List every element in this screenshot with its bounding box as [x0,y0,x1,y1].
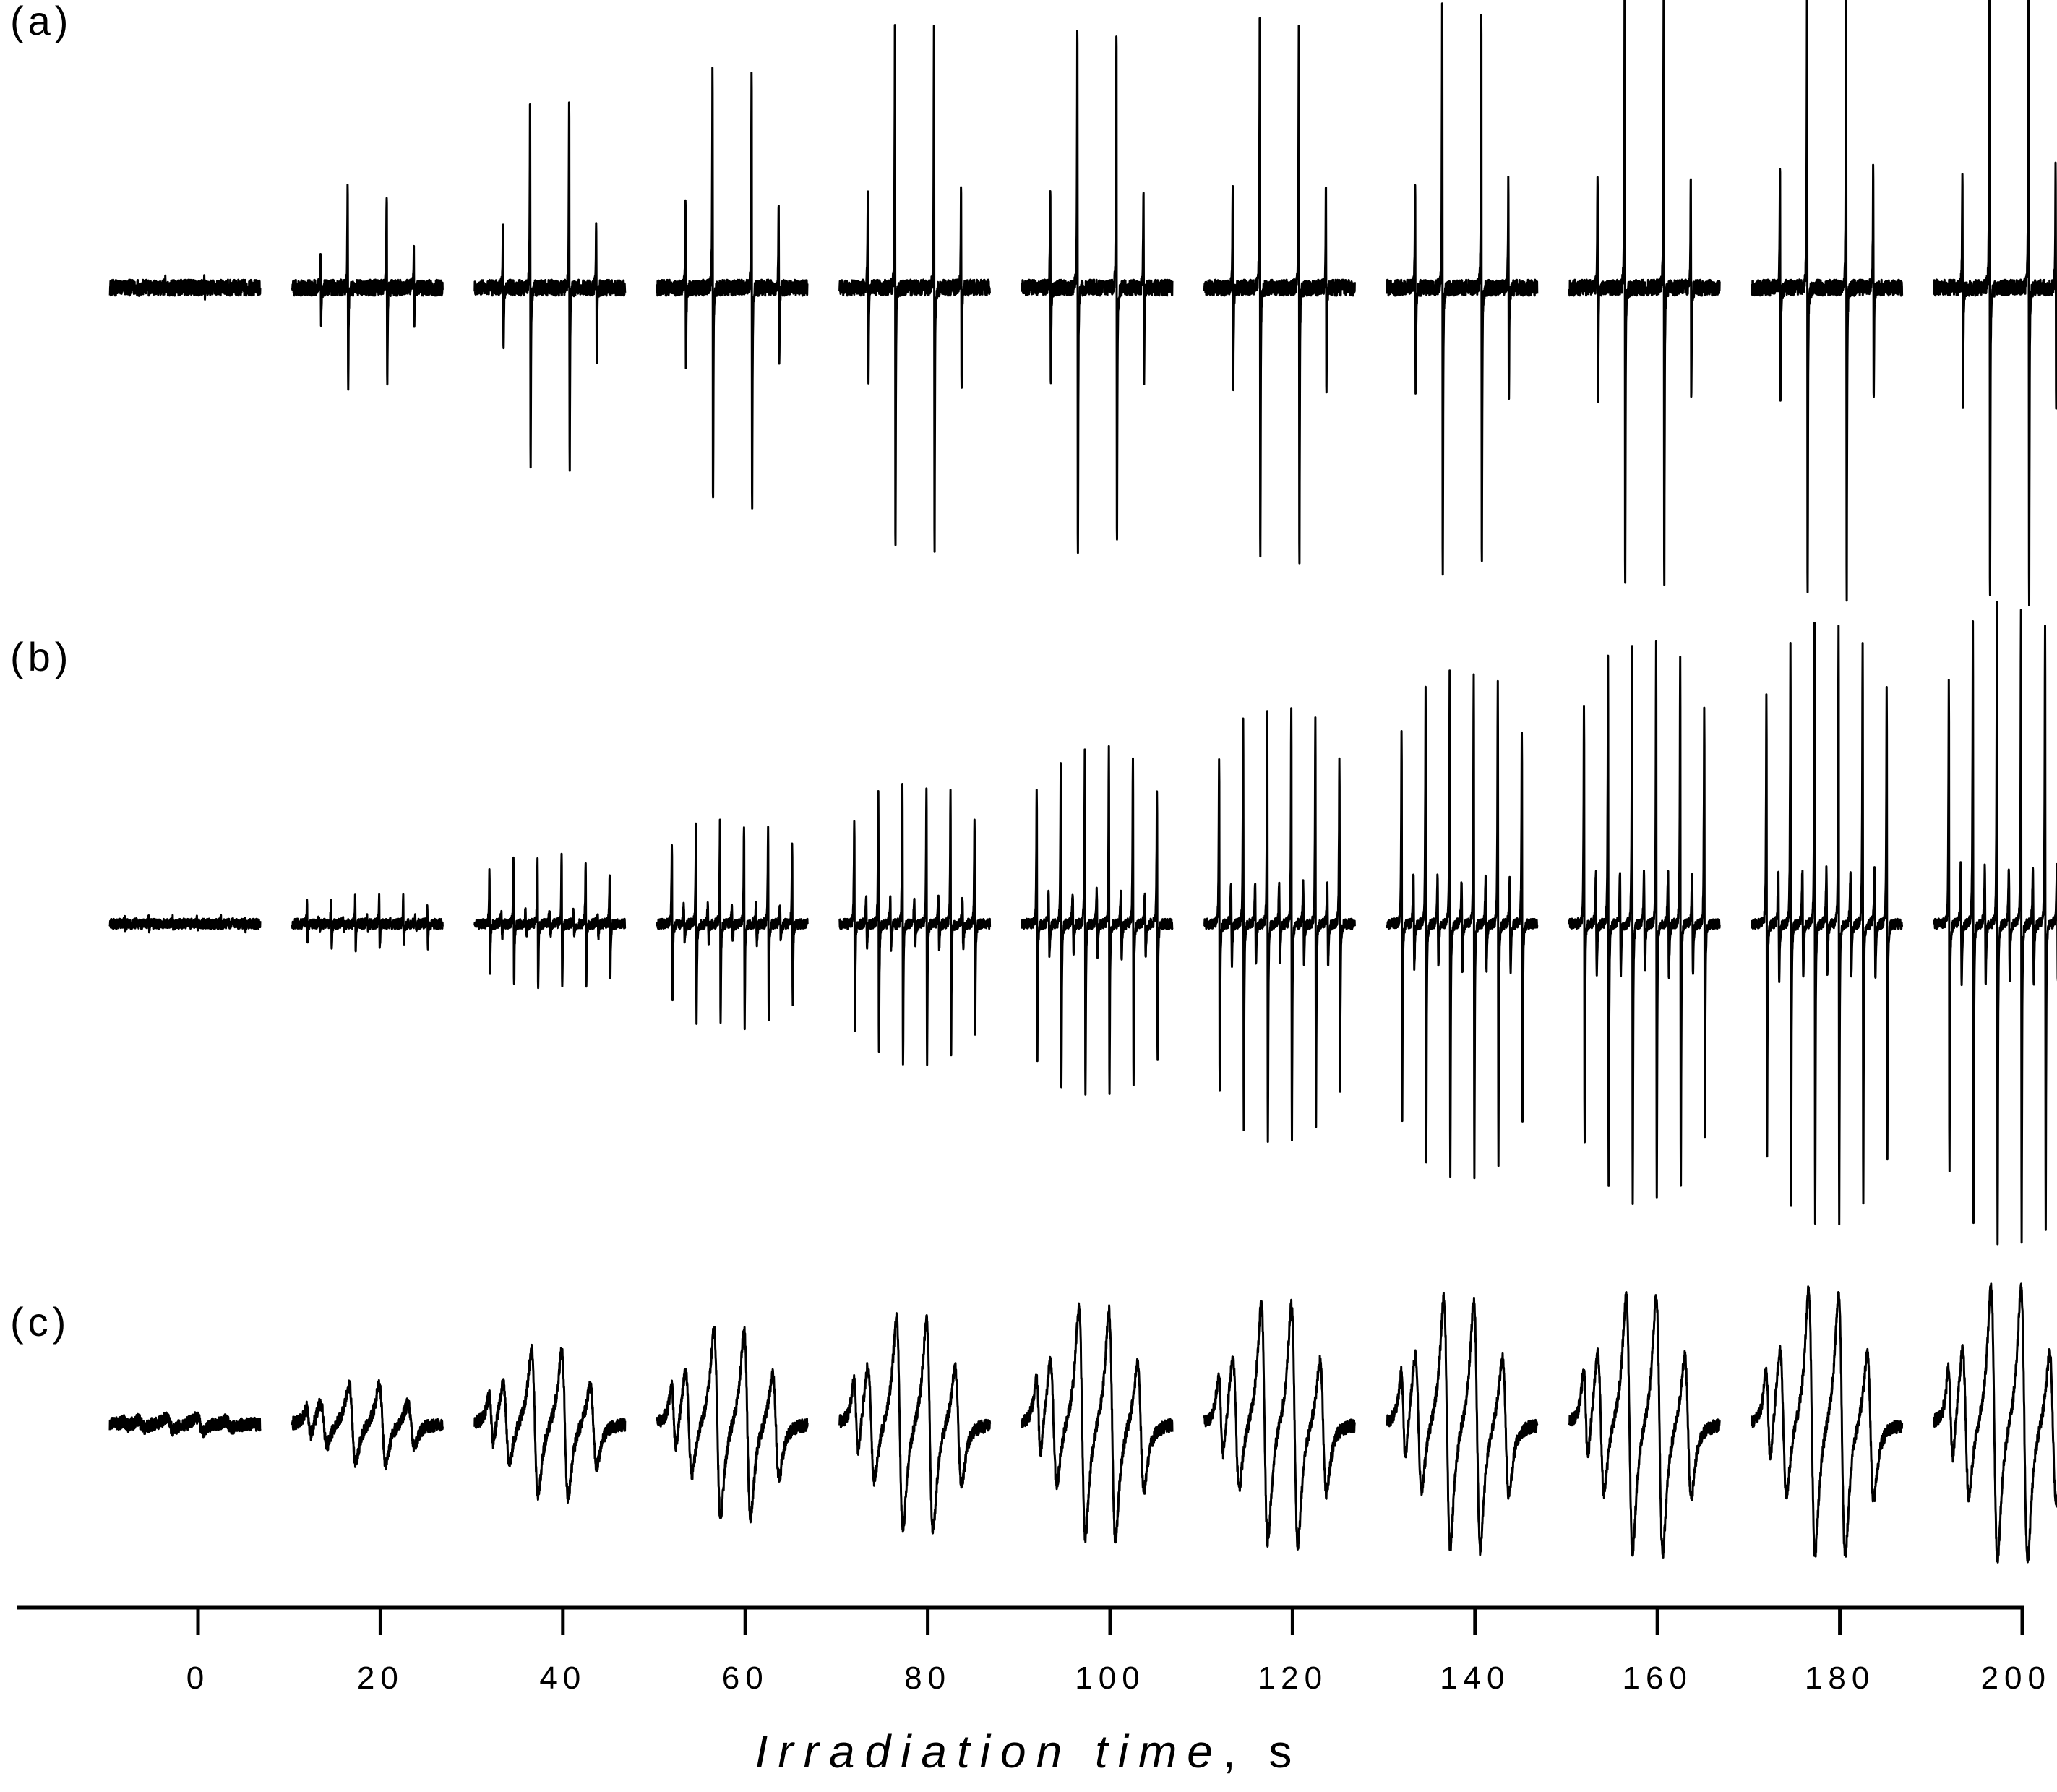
spectrum-b-t100 [1021,745,1174,1096]
panel-a [108,0,2057,606]
spectrum-b-t120 [1203,707,1356,1143]
x-ticks: 0 20 40 60 80 100 120 140 160 180 200 [186,1608,2051,1696]
spectrum-a-t160 [1568,0,1721,586]
spectrum-c-t20 [291,1379,444,1471]
spectrum-b-t20 [291,893,444,953]
spectrum-c-t160 [1568,1291,1721,1559]
spectrum-b-t160 [1568,640,1721,1205]
panel-b [108,601,2057,1246]
spectrum-c-t80 [838,1312,992,1535]
x-axis-title-main: Irradiation time [755,1725,1223,1778]
x-tick-label-160: 160 [1622,1660,1692,1696]
spectrum-a-t140 [1386,2,1539,576]
spectrum-a-t120 [1203,17,1356,565]
x-axis-title-unit: s [1268,1725,1302,1778]
spectrum-b-t140 [1386,669,1539,1180]
x-tick-label-60: 60 [722,1660,769,1696]
x-tick-label-200: 200 [1981,1660,2051,1696]
spectrum-a-t0 [108,274,262,301]
spectrum-b-t80 [838,783,992,1066]
spectrum-c-t180 [1751,1285,1904,1558]
spectrum-a-t60 [656,67,809,510]
panel-label-c: (c) [10,1299,70,1345]
spectrum-c-t40 [473,1343,627,1504]
spectrum-a-t100 [1021,30,1174,554]
spectrum-c-t200 [1933,1282,2057,1564]
spectrum-c-t120 [1203,1298,1356,1551]
x-tick-label-180: 180 [1805,1660,1875,1696]
spectrum-b-t40 [473,852,627,990]
x-tick-label-40: 40 [539,1660,586,1696]
spectrum-a-t20 [291,184,444,391]
spectrum-b-t60 [656,818,809,1031]
x-tick-label-120: 120 [1258,1660,1328,1696]
panel-label-b: (b) [10,634,72,679]
x-tick-label-80: 80 [904,1660,951,1696]
spectrum-c-t60 [656,1326,809,1524]
x-tick-label-100: 100 [1075,1660,1145,1696]
spectrum-c-t0 [108,1411,262,1439]
panel-c [108,1282,2057,1564]
spectrum-a-t180 [1751,0,1904,602]
spectrum-a-t200 [1933,0,2057,606]
spectrum-a-t80 [838,24,992,553]
x-tick-label-140: 140 [1440,1660,1510,1696]
spectrum-a-t40 [473,101,627,472]
x-tick-label-0: 0 [186,1660,210,1696]
spectrum-c-t140 [1386,1292,1539,1556]
spectrum-b-t0 [108,914,262,934]
spectrum-b-t200 [1933,601,2057,1246]
x-axis-title: Irradiation time, s [755,1725,1302,1778]
panel-label-a: (a) [10,0,72,43]
spectra-panels [108,0,2057,1564]
spectrum-b-t180 [1751,622,1904,1226]
x-axis-title-sep: , [1223,1725,1269,1778]
spectrum-c-t100 [1021,1302,1174,1544]
x-tick-label-20: 20 [357,1660,404,1696]
